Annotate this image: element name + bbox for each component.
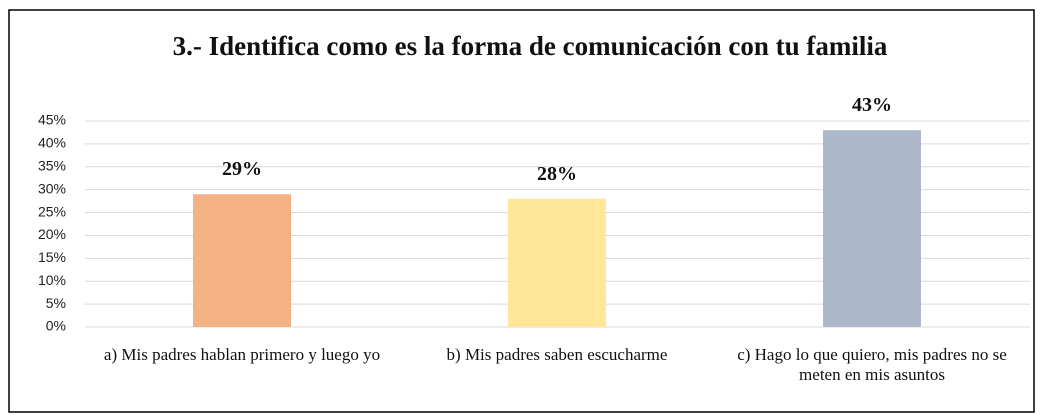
y-tick-label: 25%	[38, 203, 66, 219]
x-tick-label: a) Mis padres hablan primero y luego yo	[103, 345, 381, 364]
y-tick-label: 10%	[38, 272, 66, 288]
value-label: 29%	[222, 158, 262, 181]
bar	[193, 194, 291, 327]
y-tick-label: 0%	[46, 318, 66, 334]
y-tick-label: 5%	[46, 295, 66, 311]
value-label: 28%	[537, 162, 577, 185]
y-tick-label: 15%	[38, 249, 66, 265]
bar	[508, 198, 606, 327]
y-tick-label: 40%	[38, 135, 66, 151]
chart-border	[8, 9, 1035, 413]
y-tick-label: 20%	[38, 226, 66, 242]
x-tick-label: b) Mis padres saben escucharme	[446, 345, 668, 364]
y-tick-label: 35%	[38, 157, 66, 173]
y-tick-label: 30%	[38, 180, 66, 196]
x-tick-label: c) Hago lo que quiero, mis padres no se …	[737, 345, 1007, 384]
chart-title: 3.- Identifica como es la forma de comun…	[172, 31, 888, 61]
y-tick-label: 45%	[38, 112, 66, 128]
bar	[823, 130, 921, 327]
value-label: 43%	[852, 94, 892, 117]
